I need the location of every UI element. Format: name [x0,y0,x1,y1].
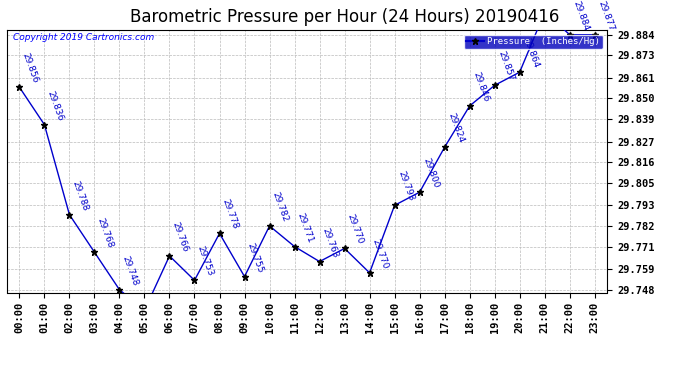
Text: 29.766: 29.766 [171,220,190,253]
Text: 29.857: 29.857 [496,50,515,82]
Text: 29.864: 29.864 [521,37,540,69]
Text: 29.778: 29.778 [221,198,240,231]
Text: 29.800: 29.800 [421,157,440,189]
Text: 29.846: 29.846 [471,70,490,103]
Text: 29.770: 29.770 [371,237,391,270]
Text: 29.793: 29.793 [396,170,415,202]
Text: 29.884: 29.884 [571,0,590,32]
Text: 29.788: 29.788 [71,179,90,212]
Text: Copyright 2019 Cartronics.com: Copyright 2019 Cartronics.com [13,33,154,42]
Legend: Pressure  (Inches/Hg): Pressure (Inches/Hg) [464,34,602,49]
Text: 29.856: 29.856 [21,52,40,84]
Text: Barometric Pressure per Hour (24 Hours) 20190416: Barometric Pressure per Hour (24 Hours) … [130,8,560,26]
Text: 29.877: 29.877 [596,0,615,32]
Text: 29.763: 29.763 [321,226,340,259]
Text: 29.768: 29.768 [96,217,115,249]
Text: 29.770: 29.770 [346,213,365,246]
Text: 29.753: 29.753 [196,245,215,278]
Text: 29.748: 29.748 [121,254,140,287]
Text: 29.896: 29.896 [0,374,1,375]
Text: 29.771: 29.771 [296,211,315,244]
Text: 29.836: 29.836 [46,89,65,122]
Text: 29.824: 29.824 [446,112,465,144]
Text: 29.755: 29.755 [246,241,265,274]
Text: 29.737: 29.737 [0,374,1,375]
Text: 29.782: 29.782 [271,190,290,223]
